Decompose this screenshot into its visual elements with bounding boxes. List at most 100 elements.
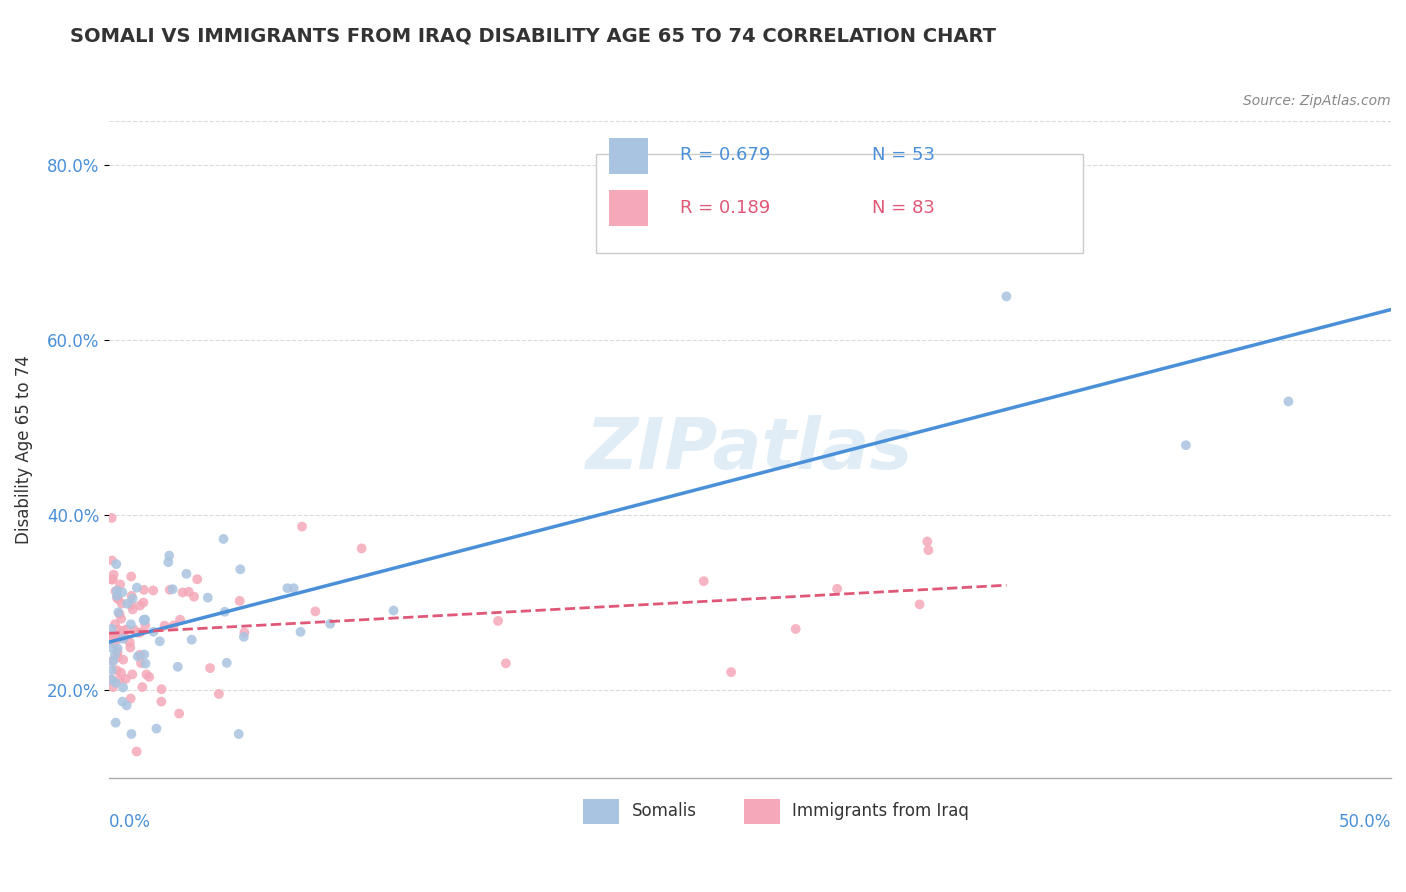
Point [177, 584, 200, 599]
Point [100, 640, 122, 655]
Point [100, 673, 122, 687]
Point [105, 645, 128, 659]
Point [120, 617, 142, 632]
Point [208, 687, 231, 701]
Point [111, 695, 134, 709]
Point [995, 289, 1018, 303]
Point [176, 566, 198, 581]
Point [163, 618, 186, 632]
Text: Somalis: Somalis [633, 802, 697, 821]
Point [110, 612, 132, 626]
Point [120, 598, 142, 612]
Point [104, 584, 127, 599]
Point [198, 661, 221, 675]
Point [215, 656, 238, 670]
Point [107, 632, 129, 647]
Point [101, 553, 124, 567]
Point [103, 567, 125, 582]
Point [127, 649, 149, 664]
Point [825, 582, 848, 596]
Point [157, 555, 180, 569]
Point [166, 660, 188, 674]
Point [150, 682, 173, 697]
Point [121, 589, 143, 603]
Point [142, 583, 165, 598]
Point [127, 625, 149, 640]
Point [112, 632, 135, 646]
Bar [596, 154, 1084, 252]
Point [107, 629, 129, 643]
Point [283, 581, 305, 595]
Point [162, 582, 184, 597]
Text: Source: ZipAtlas.com: Source: ZipAtlas.com [1243, 95, 1391, 108]
Point [105, 557, 128, 571]
Point [111, 630, 134, 644]
Point [108, 607, 131, 621]
Point [120, 640, 142, 655]
Point [108, 577, 131, 591]
Point [134, 657, 156, 671]
Point [104, 617, 127, 632]
Point [291, 519, 314, 533]
Point [172, 585, 194, 599]
Point [319, 616, 342, 631]
Point [110, 665, 132, 680]
Point [121, 667, 143, 681]
Point [169, 613, 191, 627]
Point [149, 634, 172, 648]
Text: Immigrants from Iraq: Immigrants from Iraq [793, 802, 969, 821]
Point [917, 543, 939, 558]
Point [101, 654, 124, 668]
Point [112, 653, 135, 667]
Point [180, 632, 202, 647]
Point [129, 625, 152, 640]
Point [132, 596, 155, 610]
Text: SOMALI VS IMMIGRANTS FROM IRAQ DISABILITY AGE 65 TO 74 CORRELATION CHART: SOMALI VS IMMIGRANTS FROM IRAQ DISABILIT… [70, 27, 997, 45]
Point [382, 604, 405, 618]
Point [129, 656, 152, 670]
Point [167, 706, 190, 721]
Point [232, 630, 254, 644]
Point [105, 591, 128, 605]
Bar [609, 137, 648, 174]
Point [100, 628, 122, 642]
Text: 50.0%: 50.0% [1339, 813, 1391, 830]
Point [101, 573, 124, 587]
Point [105, 583, 128, 598]
Point [131, 680, 153, 694]
Point [107, 641, 129, 656]
Bar [744, 798, 779, 823]
Point [145, 722, 167, 736]
Text: R = 0.679: R = 0.679 [679, 146, 770, 164]
Point [112, 629, 135, 643]
Point [186, 572, 208, 586]
Point [785, 622, 807, 636]
Point [214, 605, 236, 619]
Point [228, 594, 250, 608]
Point [125, 745, 148, 759]
Point [101, 680, 124, 694]
Point [1277, 394, 1299, 409]
Point [120, 691, 142, 706]
Point [486, 614, 509, 628]
Point [104, 715, 127, 730]
Point [100, 663, 122, 677]
Point [159, 582, 181, 597]
Point [1174, 438, 1197, 452]
Point [233, 625, 256, 640]
Point [693, 574, 716, 589]
Point [122, 623, 145, 637]
Point [120, 727, 142, 741]
Bar [583, 798, 619, 823]
Point [114, 672, 136, 686]
Point [100, 673, 122, 687]
Point [115, 623, 138, 637]
Point [908, 598, 931, 612]
Point [108, 673, 131, 687]
Point [138, 670, 160, 684]
Point [121, 591, 143, 606]
Point [197, 591, 219, 605]
Y-axis label: Disability Age 65 to 74: Disability Age 65 to 74 [15, 355, 32, 544]
Point [212, 532, 235, 546]
Point [121, 602, 143, 616]
